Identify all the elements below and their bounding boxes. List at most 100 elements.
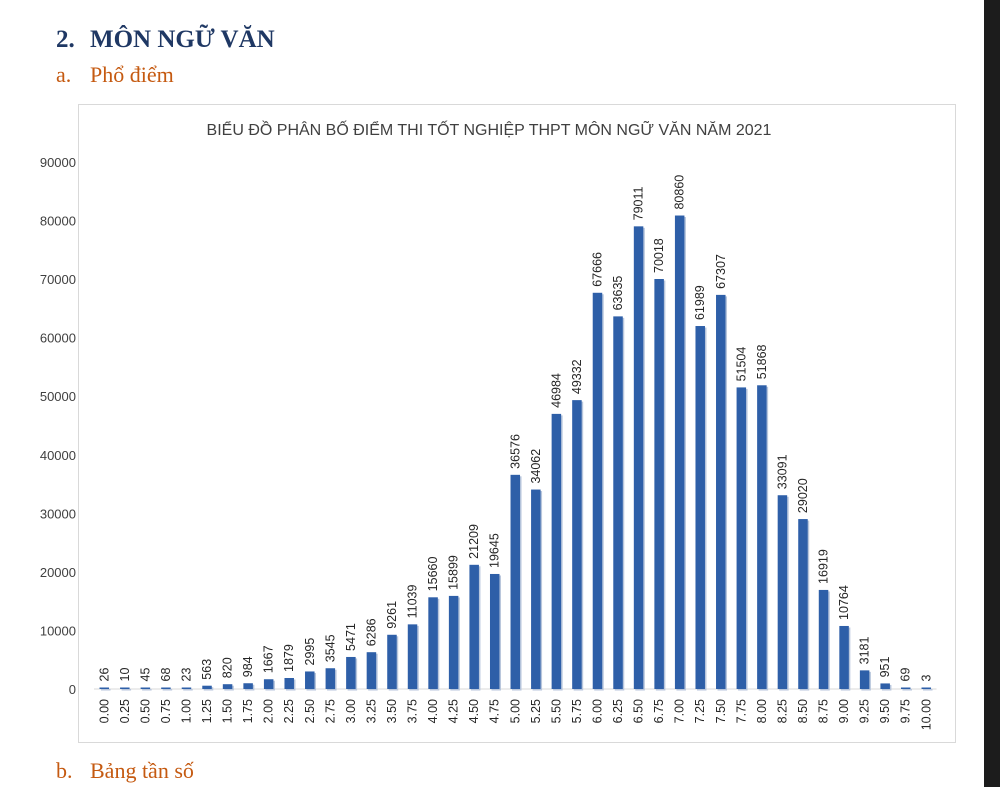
data-label: 820 — [221, 657, 235, 678]
bar — [736, 387, 747, 689]
x-tick-label: 1.25 — [200, 699, 214, 723]
y-tick-label: 20000 — [40, 565, 76, 580]
data-label: 33091 — [775, 454, 789, 489]
x-tick-label: 9.75 — [899, 699, 913, 723]
data-label: 69 — [899, 668, 913, 682]
bar-shadow — [183, 689, 193, 691]
y-tick-label: 80000 — [40, 214, 76, 229]
y-tick-label: 90000 — [40, 155, 76, 170]
data-label: 26 — [97, 668, 111, 682]
data-label: 63635 — [611, 276, 625, 311]
data-label: 49332 — [570, 359, 584, 394]
x-tick-label: 10.00 — [919, 699, 933, 730]
subheading-b-letter: b. — [56, 758, 73, 783]
bar-shadow — [121, 689, 132, 691]
data-label: 984 — [241, 656, 255, 677]
bar — [510, 474, 521, 689]
x-tick-label: 9.00 — [837, 699, 851, 723]
bar — [551, 413, 562, 689]
x-tick-label: 0.75 — [159, 699, 173, 723]
data-label: 3181 — [858, 637, 872, 665]
data-label: 51868 — [755, 344, 769, 379]
y-tick-label: 0 — [69, 682, 76, 697]
x-tick-label: 9.50 — [878, 699, 892, 723]
bar — [613, 316, 623, 689]
bar — [325, 668, 336, 689]
data-label: 45 — [138, 668, 152, 682]
bar — [202, 685, 212, 689]
subheading-b: b. Bảng tần số — [56, 758, 194, 784]
bar — [592, 292, 603, 689]
x-tick-label: 5.25 — [529, 699, 543, 723]
bar — [757, 385, 767, 689]
x-tick-label: 0.25 — [118, 699, 132, 723]
x-tick-label: 4.25 — [447, 699, 461, 723]
x-tick-label: 2.50 — [303, 699, 317, 723]
chart-frame: BIỂU ĐỒ PHÂN BỐ ĐIỂM THI TỐT NGHIỆP THPT… — [40, 104, 956, 743]
x-tick-label: 0.00 — [97, 699, 111, 723]
bar — [161, 687, 171, 689]
bar-shadow — [162, 689, 173, 691]
x-tick-label: 5.75 — [570, 699, 584, 723]
x-tick-label: 0.50 — [138, 699, 152, 723]
data-label: 68 — [159, 668, 173, 682]
x-tick-label: 1.75 — [241, 699, 255, 723]
subheading-a-letter: a. — [56, 62, 72, 87]
x-tick-label: 9.25 — [858, 699, 872, 723]
data-label: 16919 — [817, 549, 831, 584]
bar — [716, 294, 726, 689]
subheading-a: a. Phổ điểm — [56, 62, 174, 88]
x-tick-label: 1.50 — [221, 699, 235, 723]
data-label: 67307 — [714, 254, 728, 289]
bar — [674, 215, 685, 689]
x-tick-label: 3.25 — [364, 699, 378, 723]
bar — [921, 687, 932, 689]
bar — [695, 326, 705, 689]
data-label: 1879 — [282, 644, 296, 672]
bar — [140, 687, 151, 689]
bar — [181, 687, 192, 689]
data-label: 34062 — [529, 449, 543, 484]
y-tick-label: 10000 — [40, 623, 76, 638]
data-label: 19645 — [488, 533, 502, 568]
data-label: 2995 — [303, 638, 317, 666]
data-label: 79011 — [632, 186, 646, 220]
bar — [654, 279, 664, 689]
y-tick-label: 30000 — [40, 506, 76, 521]
data-label: 9261 — [385, 601, 399, 629]
x-tick-label: 4.50 — [467, 699, 481, 723]
bar — [222, 684, 233, 689]
bar — [99, 687, 110, 689]
data-label: 15899 — [447, 555, 461, 590]
x-tick-label: 6.75 — [652, 699, 666, 723]
bar — [305, 671, 315, 689]
data-label: 23 — [179, 668, 193, 682]
x-tick-label: 6.25 — [611, 699, 625, 723]
bar — [572, 400, 582, 689]
bar — [798, 519, 808, 689]
bar — [243, 683, 253, 689]
data-label: 15660 — [426, 556, 440, 591]
x-tick-label: 7.25 — [693, 699, 707, 723]
data-label: 10764 — [837, 585, 851, 620]
x-tick-label: 8.25 — [775, 699, 789, 723]
bar — [880, 683, 890, 689]
x-tick-label: 7.00 — [673, 699, 687, 723]
bar — [777, 495, 788, 689]
bar-shadow — [101, 689, 111, 691]
bar — [633, 226, 644, 689]
bar — [900, 687, 911, 689]
bar — [263, 679, 274, 689]
bar — [284, 677, 294, 689]
x-tick-label: 1.00 — [179, 699, 193, 723]
x-tick-label: 3.75 — [406, 699, 420, 723]
data-label: 1667 — [262, 645, 276, 673]
x-tick-label: 7.50 — [714, 699, 728, 723]
y-tick-label: 60000 — [40, 331, 76, 346]
data-label: 36576 — [508, 434, 522, 469]
bar — [428, 597, 438, 689]
data-label: 61989 — [693, 285, 707, 320]
x-tick-label: 8.50 — [796, 699, 810, 723]
data-label: 10 — [118, 668, 132, 682]
subheading-a-text: Phổ điểm — [90, 62, 174, 87]
